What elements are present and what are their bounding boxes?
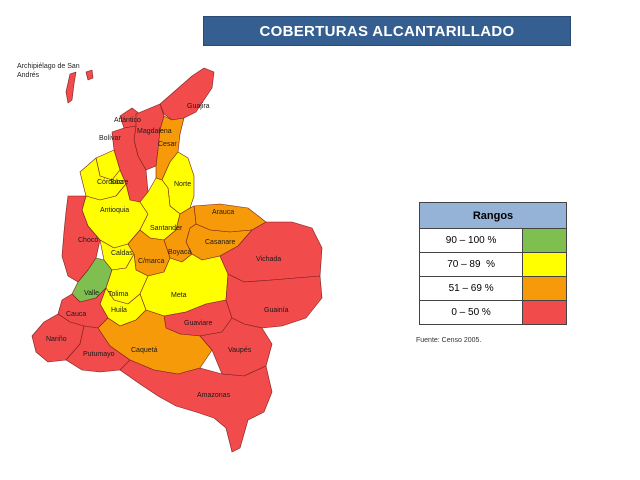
label-vaupes: Vaupés [228, 347, 252, 354]
legend-range-label: 70 – 89 % [418, 252, 524, 277]
region-san-andres [65, 71, 77, 104]
label-valle: Valle [84, 290, 99, 297]
label-norte: Norte [174, 181, 191, 188]
region-amazonas [119, 359, 273, 453]
legend-header: Rangos [419, 202, 567, 229]
label-vichada: Vichada [256, 256, 281, 263]
label-cauca: Cauca [66, 311, 86, 318]
label-choco: Chocó [78, 237, 98, 244]
label-magdalena: Magdalena [137, 128, 172, 135]
label-sucre: Sucre [110, 179, 128, 186]
region-providencia [85, 69, 94, 81]
legend-swatch-yellow [522, 252, 567, 277]
source-note: Fuente: Censo 2005. [416, 337, 482, 344]
region-guainia [225, 273, 323, 329]
legend-row: 90 – 100 % [418, 228, 567, 253]
label-amazonas: Amazonas [197, 392, 231, 399]
archipelago-label: Archipiélago de San Andrés [17, 63, 80, 79]
label-santander: Santander [150, 225, 183, 232]
label-cordoba: Córdoba [97, 179, 124, 186]
legend-range-label: 90 – 100 % [418, 228, 524, 253]
label-atlantico: Atlántico [114, 117, 141, 124]
legend-swatch-green [522, 228, 567, 253]
legend-row: 0 – 50 % [418, 300, 567, 325]
label-guainia: Guainía [264, 307, 289, 314]
label-cmarca: C/marca [138, 258, 165, 265]
label-narino: Nariño [46, 336, 67, 343]
label-cesar: Cesar [158, 141, 177, 148]
label-caldas: Caldas [111, 250, 133, 257]
label-caqueta: Caquetá [131, 347, 158, 354]
legend-row: 70 – 89 % [418, 252, 567, 277]
legend-row: 51 – 69 % [418, 276, 567, 301]
map-title: COBERTURAS ALCANTARILLADO [203, 16, 571, 46]
region-vaupes [199, 317, 273, 377]
label-bolivar: Bolívar [99, 135, 121, 142]
label-arauca: Arauca [212, 209, 234, 216]
legend-table: Rangos 90 – 100 % 70 – 89 % 51 – 69 % 0 … [418, 202, 567, 325]
label-tolima: Tolima [108, 291, 128, 298]
label-casanare: Casanare [205, 239, 235, 246]
legend-swatch-red [522, 300, 567, 325]
legend-swatch-orange [522, 276, 567, 301]
legend-range-label: 0 – 50 % [418, 300, 524, 325]
label-huila: Huila [111, 307, 127, 314]
label-putumayo: Putumayo [83, 351, 115, 358]
region-guajira [159, 67, 215, 121]
label-antioquia: Antioquia [100, 207, 129, 214]
label-guajira: Guajira [187, 103, 210, 110]
legend-range-label: 51 – 69 % [418, 276, 524, 301]
label-meta: Meta [171, 292, 187, 299]
label-guaviare: Guaviare [184, 320, 213, 327]
region-putumayo [65, 325, 131, 373]
label-boyaca: Boyacá [168, 249, 191, 256]
